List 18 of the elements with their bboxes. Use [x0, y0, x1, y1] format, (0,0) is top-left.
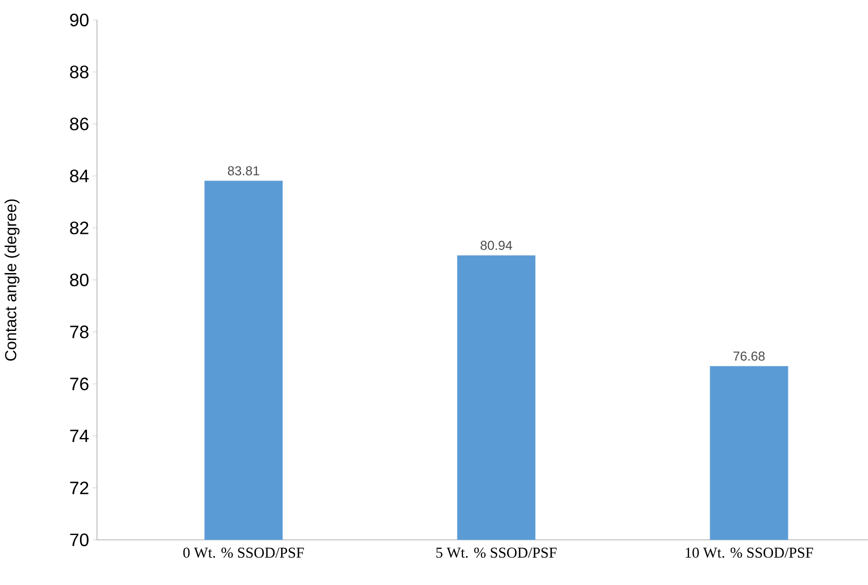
y-tick-label: 70 [70, 534, 89, 546]
data-label: 83.81 [228, 166, 260, 176]
y-tick-label: 78 [70, 326, 88, 338]
y-tick-label: 72 [70, 482, 88, 494]
y-tick-label: 88 [70, 66, 88, 78]
y-tick-label: 80 [70, 274, 89, 286]
x-tick-label: 0 Wt. % SSOD/PSF [183, 548, 304, 558]
y-tick-label: 90 [70, 14, 89, 26]
x-tick-label: 10 Wt. % SSOD/PSF [686, 548, 814, 558]
y-tick-label: 82 [70, 222, 88, 234]
data-label: 80.94 [480, 240, 512, 250]
y-tick-label: 76 [70, 378, 88, 390]
y-tick-label: 86 [70, 118, 88, 130]
x-tick-label: 5 Wt. % SSOD/PSF [436, 548, 557, 558]
y-tick-label: 74 [70, 430, 89, 442]
data-label: 76.68 [733, 352, 765, 361]
y-axis-title: Contact angle (degree) [4, 200, 20, 361]
y-tick-label: 84 [70, 170, 89, 182]
